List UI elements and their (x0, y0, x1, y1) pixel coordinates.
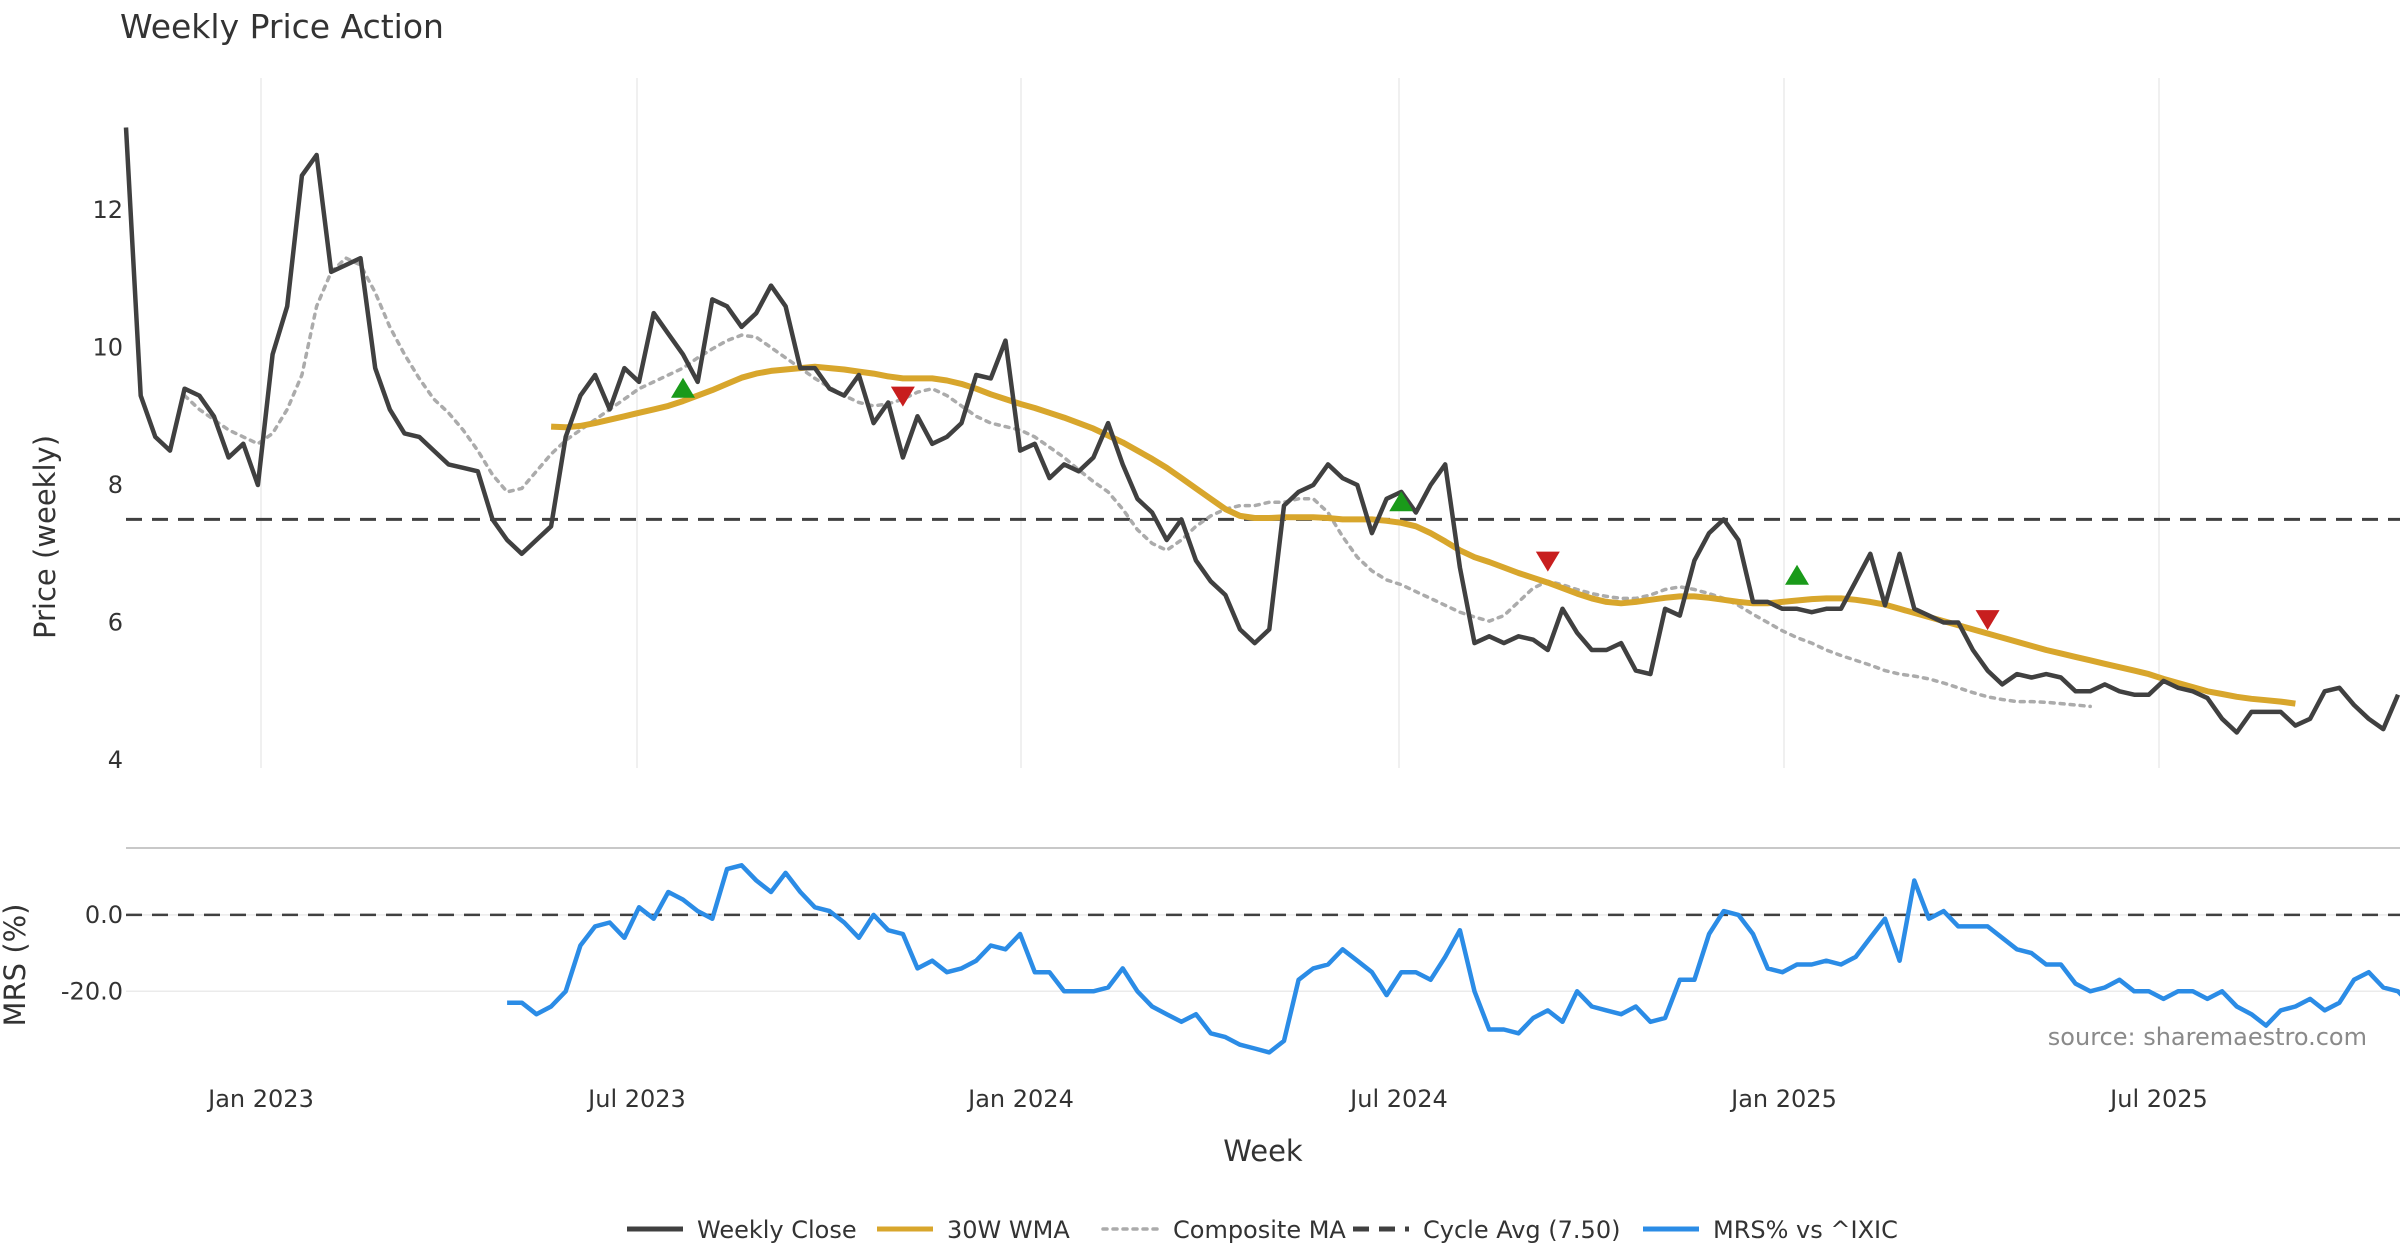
price-y-tick: 12 (92, 196, 123, 224)
x-tick-label: Jul 2024 (1348, 1085, 1448, 1113)
legend-label: Weekly Close (697, 1216, 857, 1244)
mrs-panel: 0.0 -20.0 (61, 863, 2400, 1055)
vertical-gridlines (260, 78, 2160, 768)
x-tick-label: Jan 2023 (206, 1085, 314, 1113)
x-tick-label: Jan 2024 (966, 1085, 1074, 1113)
x-tick-label: Jan 2025 (1729, 1085, 1837, 1113)
mrs-y-tick: -20.0 (61, 977, 123, 1005)
weekly-close-series (123, 127, 2400, 735)
x-axis: Jan 2023 Jul 2023 Jan 2024 Jul 2024 Jan 2025… (206, 1085, 2208, 1113)
x-tick-label: Jul 2023 (586, 1085, 686, 1113)
chart-title: Weekly Price Action (120, 7, 444, 46)
price-y-tick: 8 (108, 471, 123, 499)
price-panel: 4 6 8 10 12 (92, 127, 2400, 849)
legend-label: Composite MA (1173, 1216, 1346, 1244)
mrs-axis-label: MRS (%) (0, 904, 32, 1027)
price-axis-label: Price (weekly) (28, 435, 62, 639)
sell-signal-marker (890, 386, 915, 407)
legend-label: MRS% vs ^IXIC (1713, 1216, 1898, 1244)
buy-signal-marker (1785, 564, 1810, 585)
sell-signal-marker (1535, 551, 1560, 572)
x-tick-label: Jul 2025 (2108, 1085, 2208, 1113)
mrs-series (507, 863, 2400, 1055)
legend: Weekly Close 30W WMA Composite MA Cycle Avg… (627, 1216, 1898, 1244)
buy-signal-marker (671, 377, 696, 398)
composite-ma-series (182, 256, 2092, 709)
x-axis-label: Week (1223, 1134, 1303, 1168)
wma-30w-series (550, 363, 2296, 707)
source-annotation: source: sharemaestro.com (2048, 1023, 2367, 1051)
price-y-tick: 4 (108, 746, 123, 774)
mrs-y-tick: 0.0 (85, 901, 123, 929)
sell-signal-marker (1975, 610, 2000, 631)
buy-signal-marker (1389, 491, 1414, 512)
price-y-tick: 10 (92, 334, 123, 362)
price-y-tick: 6 (108, 609, 123, 637)
legend-label: Cycle Avg (7.50) (1423, 1216, 1620, 1244)
legend-label: 30W WMA (947, 1216, 1070, 1244)
